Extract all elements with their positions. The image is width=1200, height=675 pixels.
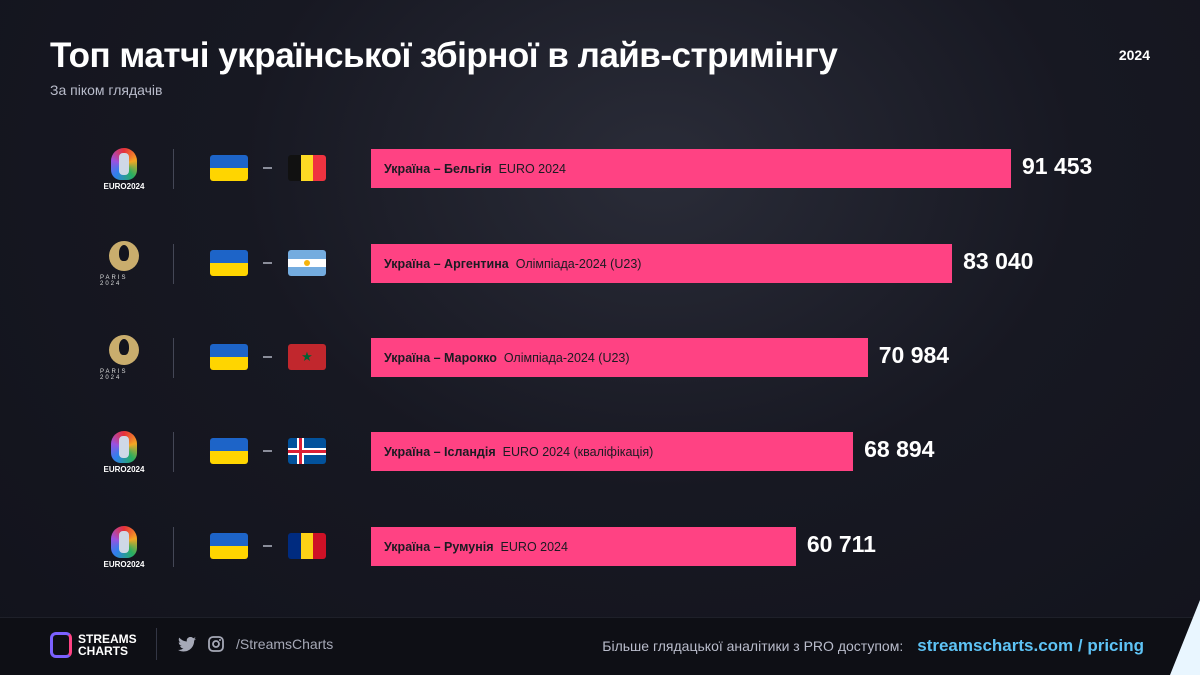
divider [173,244,174,284]
trophy-icon [111,525,137,558]
dash [263,167,272,169]
instagram-icon[interactable] [208,636,224,652]
bar: Україна – Аргентина Олімпіада-2024 (U23) [371,244,953,283]
dash [263,450,272,452]
trophy-icon [111,430,137,463]
flame-icon [109,241,139,271]
chart-row: EURO2024 Україна – Ісландія EURO 2024 (кв… [0,422,1200,482]
chart-row: EURO2024 Україна – Бельгія EURO 2024 91 4… [0,139,1200,199]
bar-label-tournament: Олімпіада-2024 (U23) [515,256,642,271]
dash [263,545,272,547]
chart-row: PARIS 2024 ★ Україна – Марокко Олімпіада-… [0,328,1200,388]
chart-row: PARIS 2024 Україна – Аргентина Олімпіада-… [0,234,1200,294]
bar: Україна – Румунія EURO 2024 [371,527,796,566]
logo-text: EURO2024 [103,181,145,191]
corner-decoration [1170,600,1200,675]
streamscharts-logo[interactable]: STREAMS CHARTS [50,632,137,658]
bar: Україна – Марокко Олімпіада-2024 (U23) [371,338,868,377]
logo-text: PARIS 2024 [100,275,128,287]
flame-icon [109,335,139,365]
page-title: Топ матчі української збірної в лайв-стр… [50,36,838,75]
ukraine-flag-icon [210,155,248,181]
belgium-flag-icon [288,155,326,181]
ukraine-flag-icon [210,250,248,276]
divider [173,432,174,472]
year-label: 2024 [1118,47,1150,63]
streamscharts-logo-icon [50,632,72,658]
page-subtitle: За піком глядачів [50,82,163,98]
pricing-link[interactable]: streamscharts.com / pricing [917,636,1144,655]
social-handle[interactable]: /StreamsCharts [236,636,334,652]
value-label: 91 453 [1022,153,1093,179]
twitter-icon[interactable] [178,636,196,652]
value-label: 83 040 [963,248,1034,274]
brand-line2: CHARTS [78,644,128,658]
bar-label-match: Україна – Бельгія [384,161,492,176]
divider [173,149,174,189]
dash [263,262,272,264]
logo-text: PARIS 2024 [100,369,128,381]
divider [173,338,174,378]
divider [156,628,157,660]
bar-label-match: Україна – Румунія [384,539,494,554]
bar-label-match: Україна – Марокко [384,350,497,365]
ukraine-flag-icon [210,438,248,464]
footer: STREAMS CHARTS /StreamsCharts Більше гляд… [0,617,1200,675]
argentina-flag-icon [288,250,326,276]
euro2024-logo: EURO2024 [100,517,148,577]
trophy-icon [111,147,137,180]
chart-row: EURO2024 Україна – Румунія EURO 2024 60 7… [0,517,1200,577]
dash [263,356,272,358]
divider [173,527,174,567]
paris2024-logo: PARIS 2024 [100,328,148,388]
bar: Україна – Бельгія EURO 2024 [371,149,1011,188]
paris2024-logo: PARIS 2024 [100,234,148,294]
bar-label-match: Україна – Аргентина [384,256,509,271]
bar-label-tournament: EURO 2024 [498,161,566,176]
ukraine-flag-icon [210,344,248,370]
logo-text: EURO2024 [103,559,145,569]
brand-line1: STREAMS [78,632,137,646]
value-label: 70 984 [878,342,950,368]
promo-text: Більше глядацької аналітики з PRO доступ… [602,638,904,654]
euro2024-logo: EURO2024 [100,139,148,199]
bar-label-tournament: EURO 2024 [500,539,568,554]
bar: Україна – Ісландія EURO 2024 (кваліфікаці… [371,432,854,471]
bar-label-tournament: Олімпіада-2024 (U23) [503,350,630,365]
logo-text: EURO2024 [103,464,145,474]
ukraine-flag-icon [210,533,248,559]
morocco-flag-icon: ★ [288,344,326,370]
value-label: 68 894 [864,436,935,462]
value-label: 60 711 [806,531,876,557]
iceland-flag-icon [288,438,326,464]
bar-label-tournament: EURO 2024 (кваліфікація) [502,444,654,459]
bar-label-match: Україна – Ісландія [384,444,496,459]
euro2024-logo: EURO2024 [100,422,148,482]
romania-flag-icon [288,533,326,559]
